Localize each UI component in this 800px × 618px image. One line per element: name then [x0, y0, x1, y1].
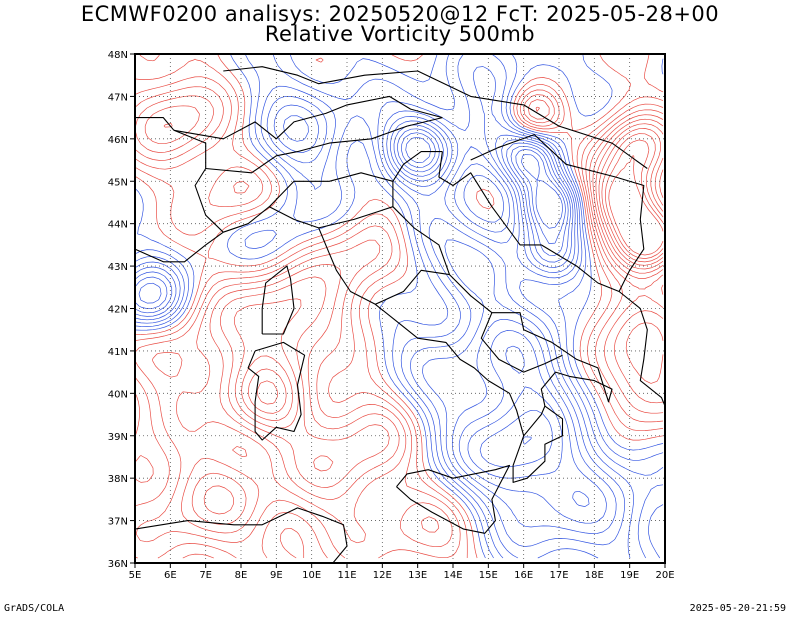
- negative-vorticity-contour: [135, 54, 664, 559]
- negative-vorticity-contour: [405, 136, 563, 445]
- lat-label: 44N: [108, 220, 128, 231]
- lat-label: 36N: [108, 559, 128, 570]
- lat-label: 38N: [108, 474, 128, 485]
- lon-label: 17E: [549, 570, 568, 581]
- lon-label: 20E: [655, 570, 674, 581]
- coastlines: [135, 66, 665, 563]
- coastline: [135, 507, 348, 563]
- coastline: [247, 341, 306, 441]
- coastline: [135, 117, 175, 131]
- lon-label: 7E: [199, 570, 212, 581]
- lat-label: 47N: [108, 92, 128, 103]
- positive-vorticity-contour: [135, 54, 664, 559]
- footer-timestamp: 2025-05-20-21:59: [689, 603, 786, 614]
- vorticity-contours: [135, 54, 664, 559]
- coastline: [261, 265, 295, 335]
- positive-vorticity-contour: [608, 155, 664, 256]
- coastline: [523, 405, 546, 437]
- lon-label: 12E: [373, 570, 392, 581]
- coastline: [375, 269, 450, 305]
- lon-label: 14E: [443, 570, 462, 581]
- positive-vorticity-contour: [135, 95, 664, 533]
- coastline: [438, 151, 665, 407]
- coastline: [470, 134, 645, 292]
- lat-label: 41N: [108, 347, 128, 358]
- positive-vorticity-contour: [135, 86, 664, 548]
- lon-label: 15E: [479, 570, 498, 581]
- coastline: [173, 95, 443, 140]
- negative-vorticity-contour: [135, 124, 607, 524]
- positive-vorticity-contour: [241, 128, 664, 421]
- positive-vorticity-contour: [257, 139, 664, 405]
- coastline: [223, 66, 648, 169]
- coastline: [318, 206, 394, 229]
- negative-vorticity-contour: [135, 104, 626, 547]
- lon-label: 16E: [514, 570, 533, 581]
- lat-label: 40N: [108, 389, 128, 400]
- lon-label: 5E: [129, 570, 142, 581]
- lon-label: 10E: [302, 570, 321, 581]
- lon-label: 19E: [620, 570, 639, 581]
- coastline: [173, 129, 224, 233]
- lon-label: 9E: [270, 570, 283, 581]
- lon-label: 8E: [235, 570, 248, 581]
- lat-label: 46N: [108, 135, 128, 146]
- lat-label: 39N: [108, 432, 128, 443]
- lat-label: 43N: [108, 262, 128, 273]
- coastline: [135, 231, 224, 263]
- axis-ticks: 5E 6E 7E 8E 9E 10E 11E 12E 13E 14E 15E 16E 17E 18E 19E…: [108, 50, 675, 581]
- map-title: ECMWF0200 analisys: 20250520@12 FcT: 202…: [80, 2, 720, 26]
- coastline: [223, 151, 613, 483]
- lon-label: 6E: [164, 570, 177, 581]
- lon-label: 11E: [337, 570, 356, 581]
- map-subtitle: Relative Vorticity 500mb: [264, 22, 536, 46]
- positive-vorticity-contour: [248, 133, 664, 414]
- negative-vorticity-contour: [135, 66, 635, 559]
- coastline: [480, 312, 563, 373]
- lat-label: 45N: [108, 177, 128, 188]
- negative-vorticity-contour: [135, 54, 664, 559]
- footer-credit: GrADS/COLA: [4, 603, 65, 614]
- lat-label: 48N: [108, 50, 128, 61]
- lat-label: 37N: [108, 517, 128, 528]
- negative-vorticity-contour: [135, 54, 664, 559]
- positive-vorticity-contour: [135, 76, 664, 559]
- lon-label: 13E: [408, 570, 427, 581]
- coastline: [268, 172, 394, 208]
- coastline: [396, 464, 511, 534]
- lon-label: 18E: [585, 570, 604, 581]
- coastline: [205, 117, 443, 174]
- lat-label: 42N: [108, 305, 128, 316]
